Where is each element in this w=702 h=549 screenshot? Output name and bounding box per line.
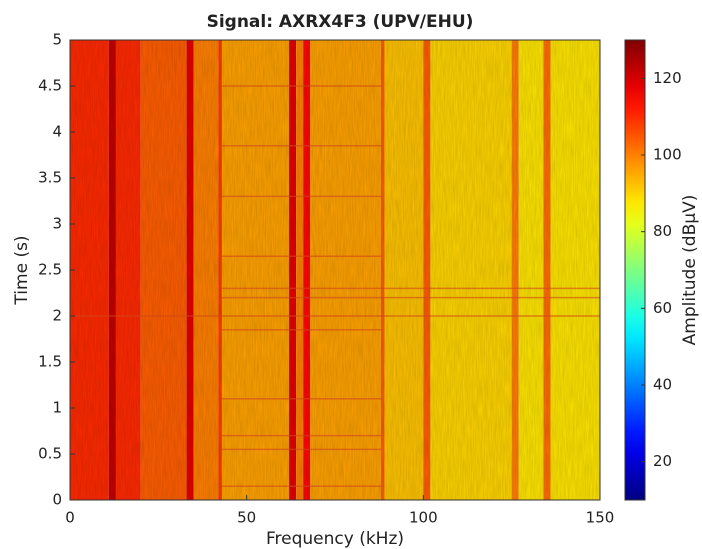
x-tick-label: 150 xyxy=(586,509,615,527)
y-tick-label: 1.5 xyxy=(38,353,62,371)
colorbar-tick-label: 100 xyxy=(653,146,682,164)
y-tick-label: 3.5 xyxy=(38,169,62,187)
y-tick-label: 5 xyxy=(52,31,62,49)
colorbar xyxy=(624,39,646,501)
y-tick-label: 4.5 xyxy=(38,77,62,95)
x-tick-label: 0 xyxy=(65,509,75,527)
y-tick-label: 4 xyxy=(52,123,62,141)
colorbar-tick-label: 80 xyxy=(653,222,672,240)
y-tick-label: 0.5 xyxy=(38,445,62,463)
y-tick-label: 2.5 xyxy=(38,261,62,279)
y-axis-label: Time (s) xyxy=(12,235,32,305)
y-tick-label: 2 xyxy=(52,307,62,325)
chart-title: Signal: AXRX4F3 (UPV/EHU) xyxy=(207,12,474,32)
x-tick-label: 100 xyxy=(409,509,438,527)
y-tick-label: 0 xyxy=(52,491,62,509)
colorbar-tick-label: 40 xyxy=(653,376,672,394)
y-tick-label: 3 xyxy=(52,215,62,233)
colorbar-label: Amplitude (dBμV) xyxy=(680,195,700,346)
y-tick-label: 1 xyxy=(52,399,62,417)
colorbar-tick-label: 20 xyxy=(653,452,672,470)
colorbar-tick-label: 60 xyxy=(653,299,672,317)
colorbar-tick-label: 120 xyxy=(653,69,682,87)
x-tick-label: 50 xyxy=(237,509,256,527)
noise-texture xyxy=(70,40,600,500)
x-axis-label: Frequency (kHz) xyxy=(266,529,404,549)
